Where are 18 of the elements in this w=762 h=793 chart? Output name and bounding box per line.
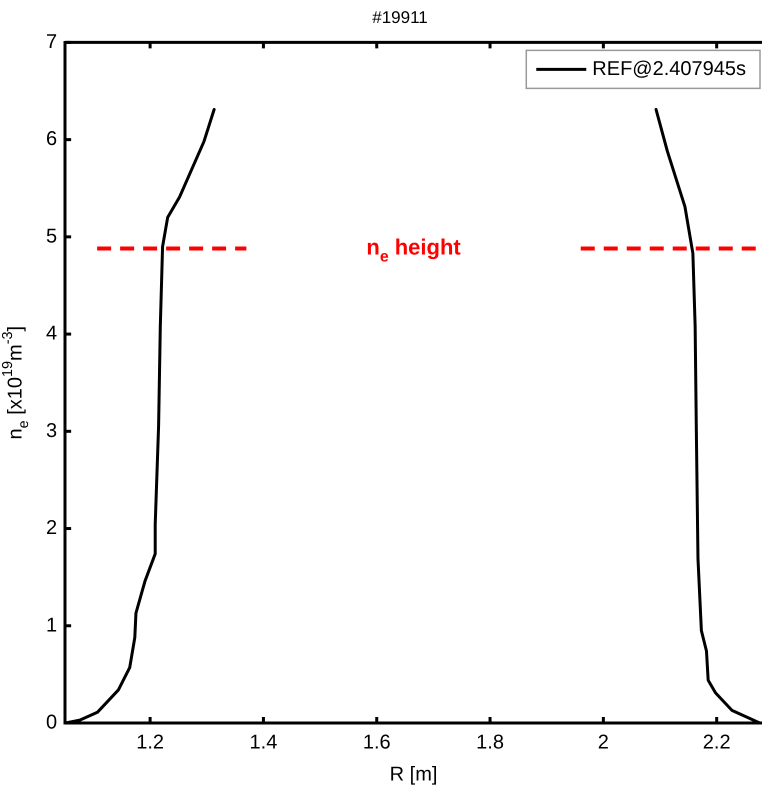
- x-tick-label: 1.6: [362, 732, 391, 754]
- y-tick-label: 6: [46, 128, 58, 150]
- y-axis-title: ne [x1019m-3]: [0, 326, 32, 440]
- y-tick-label: 5: [46, 225, 58, 248]
- y-tick-label: 1: [46, 614, 58, 636]
- chart-title: #19911: [372, 8, 428, 27]
- x-tick-label: 1.4: [250, 732, 278, 754]
- x-tick-label: 1.2: [136, 732, 164, 754]
- y-tick-label: 2: [46, 517, 58, 540]
- y-tick-label: 4: [46, 322, 58, 345]
- y-tick-label: 7: [46, 30, 58, 53]
- x-tick-label: 1.8: [476, 732, 504, 754]
- x-tick-label: 2.2: [702, 732, 731, 754]
- x-tick-label: 2: [598, 732, 609, 754]
- y-tick-label: 3: [46, 420, 58, 442]
- x-axis-title: R [m]: [390, 764, 438, 786]
- y-tick-label: 0: [46, 712, 58, 734]
- legend-label: REF@2.407945s: [592, 58, 746, 80]
